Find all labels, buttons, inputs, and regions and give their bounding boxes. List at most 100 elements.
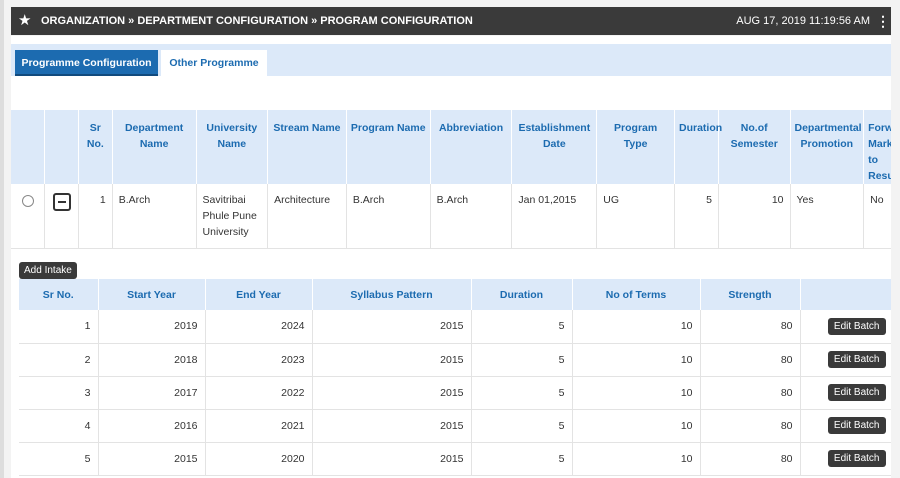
column-header: Sr No.	[78, 110, 113, 184]
start-year-cell: 2015	[98, 442, 206, 476]
edit-batch-button[interactable]: Edit Batch	[827, 351, 886, 368]
tab-other-programme[interactable]: Other Programme	[161, 50, 267, 76]
program-cell: B.Arch	[346, 184, 431, 249]
duration-cell: 5	[674, 184, 719, 249]
sr-cell: 1	[78, 184, 113, 249]
edit-batch-button[interactable]: Edit Batch	[827, 417, 886, 434]
column-header: Departmental Promotion	[790, 110, 865, 184]
column-header: Syllabus Pattern	[312, 279, 472, 310]
date-time: AUG 17, 2019 11:19:56 AM	[736, 15, 870, 27]
university-cell: Savitribai Phule Pune University	[196, 184, 269, 249]
column-header: Stream Name	[267, 110, 347, 184]
strength-cell: 80	[700, 376, 801, 410]
add-intake-button[interactable]: Add Intake	[19, 262, 77, 279]
row-radio-button[interactable]	[21, 195, 34, 207]
establishment-cell: Jan 01,2015	[511, 184, 598, 249]
abbreviation-cell: B.Arch	[430, 184, 513, 249]
strength-cell: 80	[700, 442, 801, 476]
table-row: 3 2017 2022 2015 5 10 80 Edit Batch	[19, 376, 891, 410]
program-table: Sr No. Department Name University Name S…	[11, 110, 891, 249]
table-row: 2 2018 2023 2015 5 10 80 Edit Batch	[19, 343, 891, 377]
end-year-cell: 2022	[205, 376, 313, 410]
action-cell: Edit Batch	[800, 376, 891, 410]
stream-cell: Architecture	[267, 184, 347, 249]
intake-table: Sr No. Start Year End Year Syllabus Patt…	[19, 279, 891, 476]
duration-cell: 5	[471, 310, 573, 344]
column-header: No.of Semester	[718, 110, 791, 184]
program-table-header: Sr No. Department Name University Name S…	[11, 110, 891, 184]
column-header: Start Year	[98, 279, 206, 310]
expand-column-header	[44, 110, 79, 184]
table-row: 1 B.Arch Savitribai Phule Pune Universit…	[11, 184, 891, 249]
column-header: Abbreviation	[430, 110, 513, 184]
strength-cell: 80	[700, 343, 801, 377]
breadcrumb: ORGANIZATION » DEPARTMENT CONFIGURATION …	[41, 15, 473, 27]
column-header: Duration	[471, 279, 573, 310]
column-header: Program Type	[596, 110, 675, 184]
edit-batch-button[interactable]: Edit Batch	[827, 450, 886, 467]
terms-cell: 10	[572, 442, 701, 476]
expand-cell	[44, 184, 79, 249]
start-year-cell: 2016	[98, 409, 206, 443]
edit-batch-button[interactable]: Edit Batch	[827, 384, 886, 401]
column-header: Department Name	[112, 110, 197, 184]
end-year-cell: 2024	[205, 310, 313, 344]
sr-cell: 1	[19, 310, 99, 344]
end-year-cell: 2021	[205, 409, 313, 443]
department-cell: B.Arch	[112, 184, 197, 249]
sr-cell: 3	[19, 376, 99, 410]
type-cell: UG	[596, 184, 675, 249]
sr-cell: 2	[19, 343, 99, 377]
star-icon[interactable]: ★	[18, 12, 32, 29]
start-year-cell: 2017	[98, 376, 206, 410]
table-row: 5 2015 2020 2015 5 10 80 Edit Batch	[19, 442, 891, 476]
duration-cell: 5	[471, 376, 573, 410]
action-cell: Edit Batch	[800, 409, 891, 443]
column-header: Strength	[700, 279, 801, 310]
column-header: Forward Marks to Result	[863, 110, 891, 184]
duration-cell: 5	[471, 409, 573, 443]
strength-cell: 80	[700, 409, 801, 443]
collapse-minus-icon[interactable]	[52, 193, 71, 211]
syllabus-cell: 2015	[312, 409, 472, 443]
column-header: Duration	[674, 110, 722, 184]
edit-batch-button[interactable]: Edit Batch	[827, 317, 886, 335]
main-panel: Programme Configuration Other Programme …	[11, 36, 891, 478]
action-column-header	[800, 279, 891, 310]
duration-cell: 5	[471, 442, 573, 476]
end-year-cell: 2020	[205, 442, 313, 476]
action-cell: Edit Batch	[800, 343, 891, 377]
sr-cell: 4	[19, 409, 99, 443]
top-header-bar: ★ ORGANIZATION » DEPARTMENT CONFIGURATIO…	[11, 7, 891, 35]
kebab-menu-icon[interactable]: ⋮	[876, 12, 890, 29]
sr-cell: 5	[19, 442, 99, 476]
table-row: 1 2019 2024 2015 5 10 80 Edit Batch	[19, 310, 891, 344]
tab-bar: Programme Configuration Other Programme	[11, 44, 891, 76]
select-column-header	[11, 110, 46, 184]
column-header: University Name	[196, 110, 269, 184]
syllabus-cell: 2015	[312, 376, 472, 410]
column-header: Establishment Date	[511, 110, 598, 184]
tab-programme-configuration[interactable]: Programme Configuration	[15, 50, 158, 76]
left-edge-divider	[0, 0, 4, 478]
strength-cell: 80	[700, 310, 801, 344]
column-header: Program Name	[346, 110, 431, 184]
terms-cell: 10	[572, 343, 701, 377]
terms-cell: 10	[572, 310, 701, 344]
terms-cell: 10	[572, 376, 701, 410]
start-year-cell: 2018	[98, 343, 206, 377]
terms-cell: 10	[572, 409, 701, 443]
syllabus-cell: 2015	[312, 310, 472, 344]
end-year-cell: 2023	[205, 343, 313, 377]
action-cell: Edit Batch	[800, 310, 891, 344]
semester-cell: 10	[718, 184, 791, 249]
start-year-cell: 2019	[98, 310, 206, 344]
select-cell	[11, 184, 46, 249]
duration-cell: 5	[471, 343, 573, 377]
intake-table-header: Sr No. Start Year End Year Syllabus Patt…	[19, 279, 891, 310]
forward-cell: No	[863, 184, 891, 249]
column-header: Sr No.	[19, 279, 99, 310]
column-header: End Year	[205, 279, 313, 310]
action-cell: Edit Batch	[800, 442, 891, 476]
syllabus-cell: 2015	[312, 442, 472, 476]
